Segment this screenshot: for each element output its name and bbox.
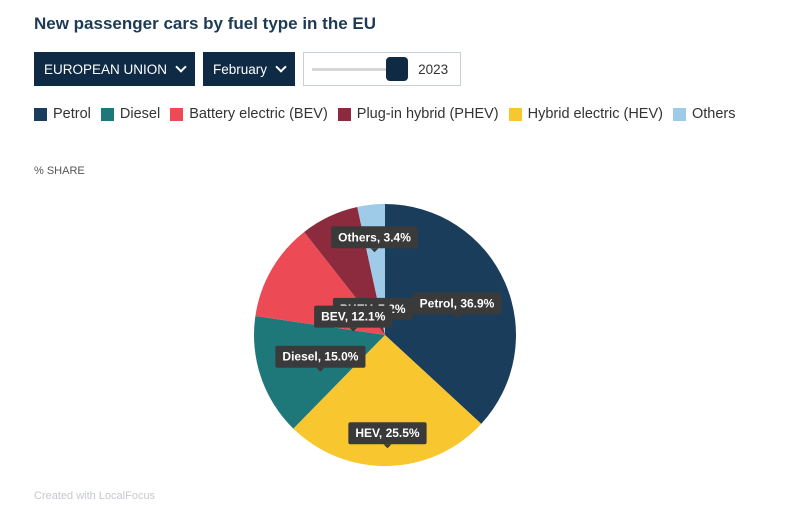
data-label-text: HEV, 25.5% (355, 426, 420, 440)
region-dropdown[interactable]: EUROPEAN UNION (34, 52, 196, 86)
year-slider[interactable]: 2023 (303, 52, 462, 86)
controls-bar: EUROPEAN UNION February 2023 (34, 52, 462, 86)
data-label-pointer (453, 314, 462, 319)
legend-swatch (100, 107, 114, 121)
unit-label: % SHARE (34, 165, 85, 177)
pie-slice-diesel[interactable] (254, 315, 385, 429)
month-dropdown[interactable]: February (203, 52, 296, 86)
legend-item-diesel[interactable]: Diesel (100, 106, 161, 122)
data-label-text: Diesel, 15.0% (282, 350, 358, 364)
data-label-box (412, 292, 502, 315)
data-label-text: Petrol, 36.9% (420, 296, 495, 310)
data-label-box (348, 422, 427, 445)
legend-label: Hybrid electric (HEV) (527, 106, 663, 122)
legend-swatch (34, 107, 47, 121)
data-label-pointer (316, 367, 325, 372)
data-label-hev: HEV, 25.5% (348, 422, 427, 449)
year-slider-handle[interactable] (386, 56, 409, 81)
legend-item-hev[interactable]: Hybrid electric (HEV) (508, 106, 663, 122)
chart-title: New passenger cars by fuel type in the E… (34, 14, 377, 33)
data-label-box (314, 305, 393, 328)
data-label-text: Others, 3.4% (338, 230, 411, 244)
data-label-diesel: Diesel, 15.0% (275, 345, 366, 372)
legend-item-bev[interactable]: Battery electric (BEV) (170, 106, 328, 122)
year-value: 2023 (418, 61, 449, 77)
legend-item-others[interactable]: Others (672, 106, 736, 122)
pie-slice-hev[interactable] (293, 335, 482, 466)
legend-item-petrol[interactable]: Petrol (34, 106, 91, 122)
legend-label: Diesel (119, 106, 161, 122)
month-dropdown-label: February (213, 61, 268, 77)
data-label-box (331, 226, 418, 249)
data-label-box (275, 345, 366, 368)
legend-swatch (508, 107, 522, 121)
chart-legend: Petrol Diesel Battery electric (BEV) Plug-i… (34, 106, 754, 122)
data-label-pointer (370, 248, 379, 253)
data-label-bev: BEV, 12.1% (314, 305, 393, 332)
legend-label: Battery electric (BEV) (189, 106, 328, 122)
legend-swatch (337, 107, 351, 121)
legend-swatch (672, 107, 686, 121)
footer-credit: Created with LocalFocus (34, 490, 156, 502)
data-label-others: Others, 3.4% (331, 226, 418, 253)
data-label-petrol: Petrol, 36.9% (412, 292, 502, 319)
legend-swatch (170, 107, 184, 121)
legend-item-phev[interactable]: Plug-in hybrid (PHEV) (337, 106, 499, 122)
year-slider-track[interactable] (312, 56, 409, 81)
legend-label: Petrol (53, 106, 91, 122)
legend-label: Others (691, 106, 736, 122)
region-dropdown-label: EUROPEAN UNION (44, 61, 168, 77)
data-label-pointer (349, 327, 358, 332)
legend-label: Plug-in hybrid (PHEV) (356, 106, 499, 122)
data-label-pointer (383, 444, 392, 449)
data-label-text: BEV, 12.1% (321, 310, 386, 324)
